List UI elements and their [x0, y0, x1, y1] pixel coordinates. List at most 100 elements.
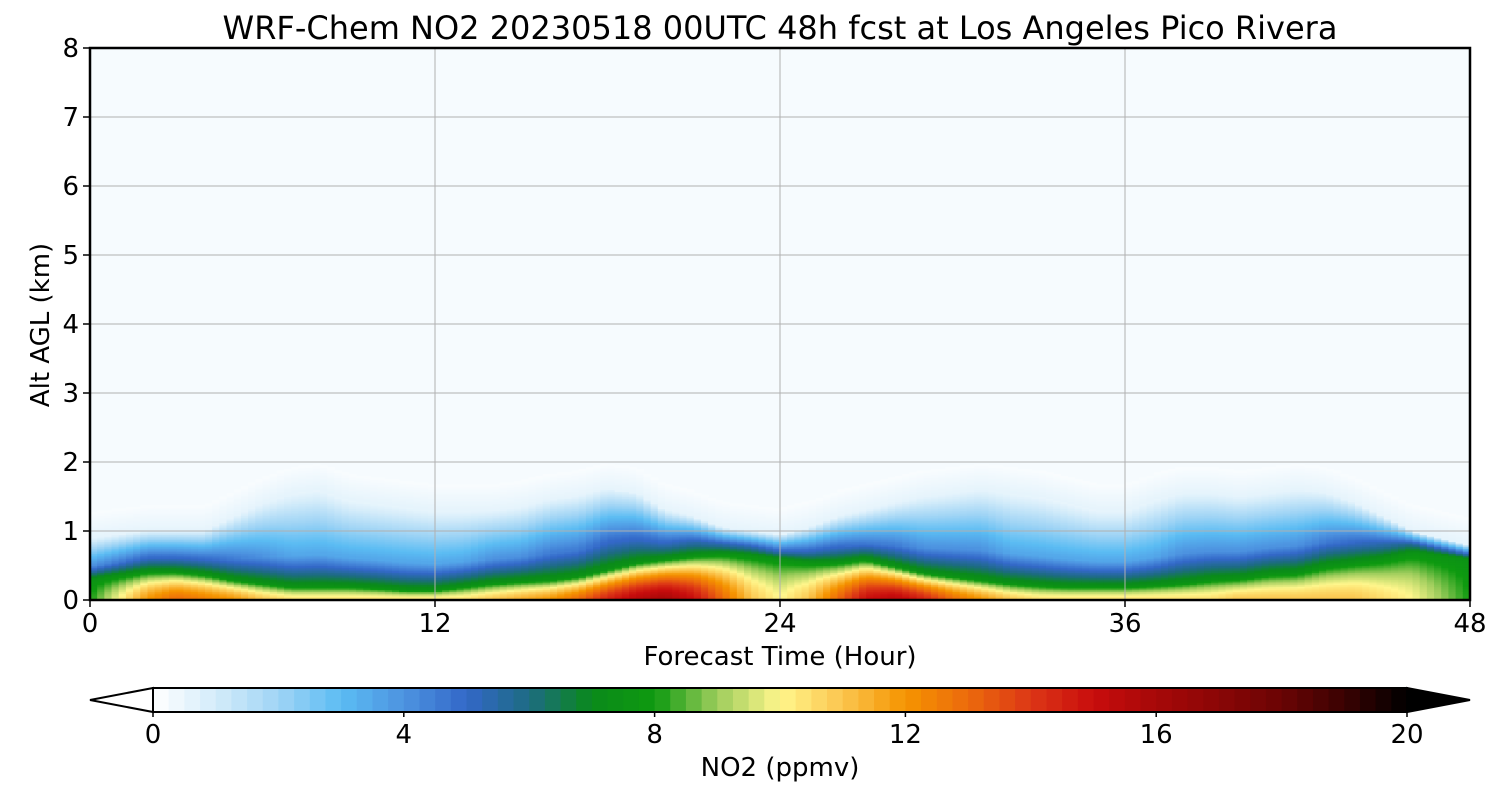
heatmap-cell	[176, 582, 185, 586]
heatmap-cell	[248, 546, 256, 549]
heatmap-cell	[133, 568, 141, 572]
heatmap-cell	[118, 549, 127, 553]
heatmap-cell	[442, 555, 450, 558]
heatmap-cell	[334, 549, 343, 553]
heatmap-cell	[240, 534, 249, 537]
heatmap-cell	[578, 555, 587, 558]
heatmap-cell	[305, 487, 314, 491]
heatmap-cell	[269, 589, 278, 592]
heatmap-cell	[212, 560, 220, 563]
heatmap-cell	[133, 581, 141, 584]
heatmap-cell	[240, 486, 249, 489]
heatmap-cell	[442, 562, 450, 565]
heatmap-cell	[161, 520, 170, 523]
heatmap-cell	[320, 491, 328, 494]
heatmap-cell	[492, 487, 501, 491]
heatmap-cell	[312, 499, 321, 503]
heatmap-cell	[528, 525, 537, 529]
heatmap-cell	[269, 579, 278, 582]
heatmap-cell	[320, 560, 328, 563]
heatmap-cell	[255, 518, 264, 522]
heatmap-cell	[111, 596, 120, 599]
heatmap-cell	[557, 563, 565, 567]
heatmap-cell	[384, 596, 393, 599]
heatmap-cell	[492, 563, 501, 567]
heatmap-cell	[528, 553, 537, 556]
heatmap-cell	[248, 572, 256, 575]
heatmap-cell	[97, 577, 105, 580]
heatmap-cell	[370, 486, 379, 489]
heatmap-cell	[420, 494, 429, 498]
heatmap-cell	[427, 498, 436, 501]
heatmap-cell	[197, 562, 206, 565]
heatmap-cell	[535, 520, 544, 523]
heatmap-cell	[190, 518, 199, 522]
heatmap-cell	[262, 524, 271, 527]
heatmap-cell	[442, 532, 450, 536]
heatmap-cell	[205, 594, 213, 598]
heatmap-cell	[384, 529, 393, 532]
heatmap-cell	[499, 541, 508, 544]
heatmap-cell	[391, 487, 400, 491]
heatmap-cell	[226, 582, 235, 586]
heatmap-cell	[212, 594, 220, 598]
heatmap-cell	[456, 505, 465, 508]
heatmap-cell	[557, 496, 565, 499]
heatmap-cell	[578, 563, 587, 567]
heatmap-cell	[284, 587, 292, 591]
heatmap-cell	[212, 565, 220, 568]
heatmap-cell	[147, 525, 156, 529]
heatmap-cell	[535, 494, 544, 498]
heatmap-cell	[226, 527, 235, 530]
heatmap-cell	[470, 589, 479, 592]
heatmap-cell	[312, 474, 321, 477]
heatmap-cell	[413, 491, 422, 494]
heatmap-cell	[255, 493, 264, 496]
heatmap-cell	[391, 513, 400, 517]
heatmap-cell	[276, 510, 285, 513]
heatmap-cell	[111, 551, 120, 555]
heatmap-cell	[550, 551, 558, 555]
heatmap-cell	[600, 472, 609, 475]
heatmap-cell	[183, 534, 192, 537]
heatmap-cell	[233, 594, 242, 598]
heatmap-cell	[578, 586, 587, 589]
heatmap-cell	[205, 508, 213, 511]
heatmap-cell	[291, 503, 300, 506]
heatmap-cell	[140, 548, 149, 551]
heatmap-cell	[391, 489, 400, 492]
heatmap-cell	[125, 506, 134, 510]
heatmap-cell	[363, 531, 371, 534]
heatmap-cell	[125, 527, 134, 530]
heatmap-cell	[571, 549, 580, 553]
heatmap-cell	[521, 572, 530, 575]
heatmap-cell	[506, 501, 515, 505]
heatmap-cell	[269, 491, 278, 494]
heatmap-cell	[535, 543, 544, 546]
heatmap-cell	[435, 487, 443, 491]
heatmap-cell	[320, 563, 328, 567]
heatmap-cell	[355, 568, 364, 572]
heatmap-cell	[327, 593, 335, 596]
heatmap-cell	[571, 475, 580, 479]
heatmap-cell	[470, 486, 479, 489]
heatmap-cell	[470, 522, 479, 525]
heatmap-cell	[593, 549, 601, 553]
heatmap-cell	[233, 553, 242, 556]
heatmap-cell	[578, 503, 587, 506]
heatmap-cell	[262, 513, 271, 517]
heatmap-cell	[521, 508, 530, 511]
heatmap-cell	[449, 539, 458, 542]
heatmap-cell	[499, 574, 508, 577]
heatmap-cell	[161, 568, 170, 572]
heatmap-cell	[456, 586, 465, 589]
heatmap-cell	[291, 494, 300, 498]
heatmap-cell	[334, 591, 343, 594]
heatmap-cell	[125, 565, 134, 568]
heatmap-cell	[377, 587, 386, 591]
heatmap-cell	[312, 505, 321, 508]
heatmap-cell	[492, 496, 501, 499]
heatmap-cell	[312, 555, 321, 558]
heatmap-cell	[370, 518, 379, 522]
heatmap-cell	[456, 563, 465, 567]
